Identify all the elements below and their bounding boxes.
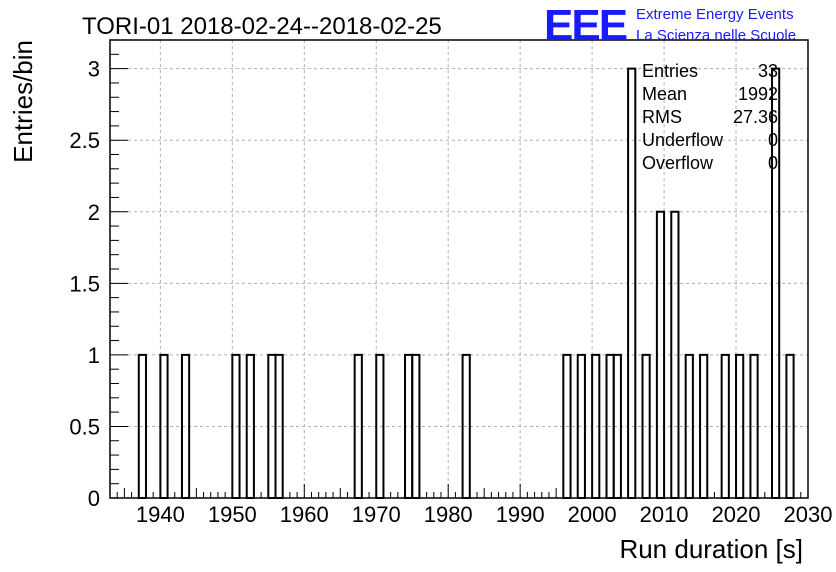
- x-tick-label: 2000: [568, 502, 617, 527]
- stats-value: 27.36: [733, 107, 778, 127]
- stats-label: Mean: [642, 84, 687, 104]
- eee-logo: EEE Extreme Energy Events La Scienza nel…: [544, 1, 796, 50]
- stats-value: 0: [768, 153, 778, 173]
- y-tick-label: 0.5: [69, 414, 100, 439]
- stats-value: 1992: [738, 84, 778, 104]
- y-tick-label: 2.5: [69, 128, 100, 153]
- logo-letters: EEE: [544, 1, 627, 50]
- x-tick-label: 2020: [712, 502, 761, 527]
- x-tick-label: 1960: [280, 502, 329, 527]
- x-tick-label: 1950: [208, 502, 257, 527]
- x-tick-label: 1980: [424, 502, 473, 527]
- chart-title: TORI-01 2018-02-24--2018-02-25: [82, 13, 442, 40]
- y-axis-label: Entries/bin: [8, 40, 38, 163]
- y-tick-label: 1.5: [69, 271, 100, 296]
- logo-line1: Extreme Energy Events: [636, 6, 794, 23]
- stats-value: 33: [758, 61, 778, 81]
- stats-label: RMS: [642, 107, 682, 127]
- stats-label: Entries: [642, 61, 698, 81]
- stats-label: Overflow: [642, 153, 714, 173]
- stats-box: Entries 33 Mean 1992 RMS 27.36 Underflow 0 Overf…: [642, 61, 778, 173]
- y-tick-labels: 0 0.5 1 1.5 2 2.5 3: [69, 57, 100, 511]
- stats-label: Underflow: [642, 130, 724, 150]
- y-tick-label: 0: [88, 486, 100, 511]
- logo-line2: La Scienza nelle Scuole: [636, 27, 796, 44]
- y-tick-label: 1: [88, 343, 100, 368]
- y-tick-label: 2: [88, 200, 100, 225]
- x-tick-label: 1970: [352, 502, 401, 527]
- x-tick-label: 1990: [496, 502, 545, 527]
- x-axis-label: Run duration [s]: [619, 534, 803, 564]
- stats-value: 0: [768, 130, 778, 150]
- x-tick-label: 2010: [640, 502, 689, 527]
- x-tick-labels: 1940 1950 1960 1970 1980 1990 2000 2010 2020 2030: [136, 502, 833, 527]
- x-tick-label: 2030: [784, 502, 833, 527]
- x-tick-label: 1940: [136, 502, 185, 527]
- y-tick-label: 3: [88, 57, 100, 82]
- axis-ticks: [109, 53, 809, 499]
